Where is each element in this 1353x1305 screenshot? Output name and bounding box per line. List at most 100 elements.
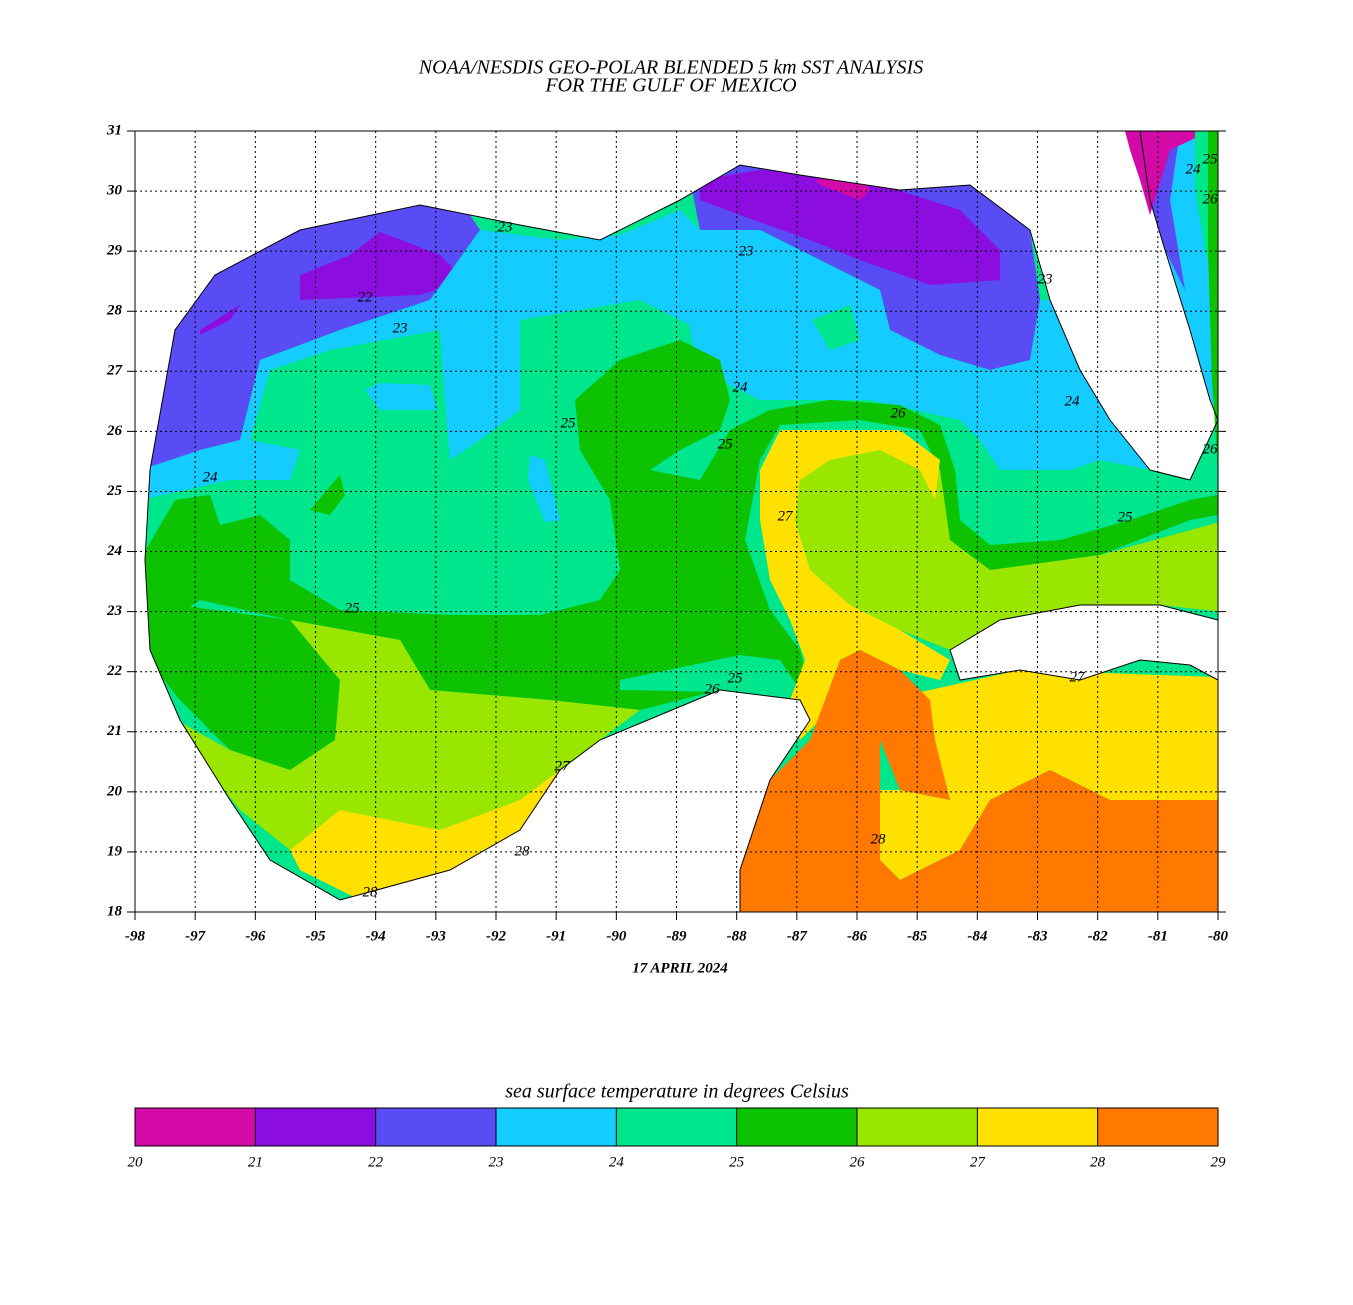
colorbar-segment — [977, 1108, 1098, 1146]
y-tick-label: 18 — [107, 903, 123, 919]
contour-label: 28 — [515, 843, 531, 859]
contour-label: 26 — [891, 405, 907, 421]
sst-region — [310, 475, 345, 515]
contour-label: 23 — [498, 219, 513, 235]
subtitle: FOR THE GULF OF MEXICO — [544, 75, 796, 97]
y-tick-label: 23 — [106, 603, 123, 619]
colorbar-tick-label: 29 — [1211, 1154, 1227, 1170]
title: NOAA/NESDIS GEO-POLAR BLENDED 5 km SST A… — [418, 57, 923, 79]
y-tick-label: 25 — [106, 483, 123, 499]
contour-label: 23 — [739, 243, 754, 259]
x-tick-label: -98 — [125, 928, 145, 944]
sst-region — [812, 305, 860, 350]
sst-region — [1125, 131, 1210, 215]
sst-region — [690, 230, 1150, 470]
x-tick-label: -94 — [366, 928, 386, 944]
contour-label: 28 — [871, 831, 887, 847]
sst-region — [440, 320, 520, 460]
y-tick-label: 22 — [106, 663, 123, 679]
y-tick-label: 29 — [106, 243, 123, 259]
contour-label: 25 — [718, 436, 734, 452]
coastline — [1139, 130, 1219, 421]
contour-label: 26 — [705, 681, 721, 697]
coastline — [149, 164, 1219, 481]
sst-region — [620, 655, 800, 692]
x-tick-label: -90 — [606, 928, 626, 944]
contour-label: 25 — [1203, 151, 1219, 167]
contour-label: 25 — [728, 670, 744, 686]
colorbar-segment — [1097, 1108, 1218, 1146]
x-tick-label: -81 — [1148, 928, 1168, 944]
sst-region — [365, 383, 437, 410]
contour-label: 24 — [1186, 161, 1202, 177]
contour-label: 27 — [778, 508, 795, 524]
colorbar-segment — [857, 1108, 978, 1146]
x-tick-label: -84 — [967, 928, 987, 944]
contour-label: 24 — [733, 379, 749, 395]
y-tick-label: 28 — [106, 303, 123, 319]
sst-region — [700, 170, 1000, 285]
x-tick-label: -82 — [1088, 928, 1108, 944]
x-tick-label: -87 — [787, 928, 807, 944]
contour-label: 28 — [363, 884, 379, 900]
contour-label: 25 — [561, 415, 577, 431]
sst-region — [145, 600, 340, 770]
colorbar-frame — [134, 1107, 1219, 1147]
contour-label: 22 — [358, 289, 374, 305]
x-tick-label: -83 — [1028, 928, 1048, 944]
atlantic-fields — [1125, 131, 1218, 470]
sst-region — [760, 430, 950, 740]
y-tick-label: 26 — [106, 423, 123, 439]
colorbar-tick-label: 27 — [970, 1154, 987, 1170]
y-tick-label: 30 — [106, 183, 123, 199]
colorbar-segment — [496, 1108, 617, 1146]
contour-label: 27 — [555, 758, 572, 774]
colorbar-segment — [736, 1108, 857, 1146]
colorbar-tick-label: 22 — [368, 1154, 384, 1170]
contour-label: 26 — [1203, 191, 1219, 207]
contour-label: 26 — [1203, 441, 1219, 457]
sst-region — [200, 305, 240, 335]
y-tick-label: 27 — [106, 363, 123, 379]
sst-region — [740, 650, 1218, 912]
x-tick-label: -86 — [847, 928, 867, 944]
x-tick-label: -96 — [245, 928, 265, 944]
sst-region — [528, 455, 560, 522]
y-tick-label: 21 — [106, 723, 122, 739]
colorbar-segment — [255, 1108, 376, 1146]
contour-label: 24 — [203, 469, 219, 485]
x-tick-label: -93 — [426, 928, 446, 944]
y-tick-label: 31 — [106, 122, 122, 138]
colorbar-tick-label: 24 — [609, 1154, 625, 1170]
y-tick-label: 24 — [106, 543, 123, 559]
colorbar-tick-label: 25 — [729, 1154, 745, 1170]
colorbar-tick-label: 28 — [1090, 1154, 1106, 1170]
contour-label: 27 — [1070, 669, 1087, 685]
sst-region — [290, 770, 590, 900]
sst-region — [145, 340, 1218, 710]
x-tick-label: -85 — [907, 928, 927, 944]
coastline — [144, 469, 1218, 913]
sst-region — [145, 620, 640, 850]
sst-fields — [145, 165, 1218, 912]
x-tick-label: -80 — [1208, 928, 1228, 944]
colorbar-segment — [135, 1108, 256, 1146]
sst-region — [1208, 131, 1218, 470]
contour-label: 25 — [345, 600, 361, 616]
y-tick-label: 19 — [107, 843, 123, 859]
colorbar-tick-label: 26 — [850, 1154, 866, 1170]
sst-region — [145, 210, 770, 500]
colorbar-tick-label: 21 — [248, 1154, 263, 1170]
contour-label: 24 — [1065, 393, 1081, 409]
colorbar-segment — [616, 1108, 737, 1146]
x-tick-label: -92 — [486, 928, 506, 944]
contour-label: 25 — [1118, 509, 1134, 525]
contour-label: 23 — [393, 320, 408, 336]
contour-label: 23 — [1038, 271, 1053, 287]
x-tick-label: -91 — [546, 928, 566, 944]
x-tick-label: -97 — [185, 928, 205, 944]
x-tick-label: -89 — [667, 928, 687, 944]
sst-region — [795, 450, 1218, 650]
colorbar-label: sea surface temperature in degrees Celsi… — [505, 1081, 849, 1103]
